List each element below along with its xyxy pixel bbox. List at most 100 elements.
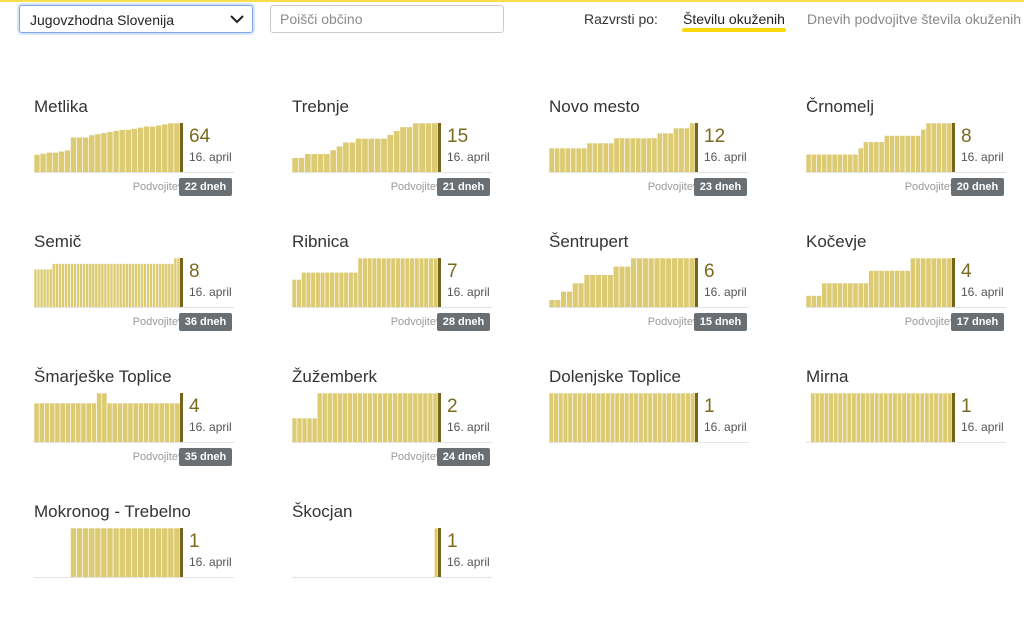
daily-cases-bar [562, 392, 569, 443]
case-count: 1 [447, 531, 458, 552]
daily-cases-bar [399, 126, 407, 173]
daily-cases-bar [127, 263, 132, 308]
municipality-name: Mokronog - Trebelno [34, 502, 191, 521]
municipality-card[interactable]: Mirna 1 16. april [806, 367, 1021, 487]
daily-cases-bar [896, 392, 903, 443]
daily-cases-bar [806, 153, 812, 173]
municipality-card[interactable]: Škocjan 1 16. april [292, 502, 507, 622]
daily-cases-bar [602, 142, 609, 173]
daily-cases-bar [642, 392, 649, 443]
daily-cases-bar [321, 392, 328, 443]
daily-cases-bar [581, 147, 588, 173]
municipality-card[interactable]: Dolenjske Toplice 1 16. april [549, 367, 764, 487]
daily-cases-bar [118, 527, 126, 578]
doubling-label: Podvojitev v [390, 451, 450, 463]
daily-cases-bar [36, 268, 41, 308]
municipality-card[interactable]: Ribnica 7 16. april Podvojitev v 28 dneh [292, 232, 507, 352]
daily-cases-bar [387, 392, 393, 443]
daily-cases-bar [405, 126, 413, 173]
daily-cases-bar [560, 291, 567, 308]
latest-day-marker [180, 528, 183, 578]
daily-cases-bar [575, 147, 582, 173]
daily-cases-bar [342, 392, 348, 443]
daily-cases-bar [82, 136, 90, 173]
daily-cases-bar [100, 132, 108, 173]
daily-cases-bar [59, 402, 66, 443]
daily-cases-bar [671, 257, 678, 308]
daily-cases-bar [928, 392, 935, 443]
chart-baseline [34, 172, 234, 173]
daily-cases-bar [169, 402, 176, 443]
daily-cases-bar [597, 142, 604, 173]
daily-cases-bar [629, 137, 636, 173]
region-select[interactable]: Jugovzhodna Slovenija [19, 5, 253, 33]
daily-cases-bar [633, 392, 639, 443]
daily-cases-bar [337, 392, 343, 443]
municipality-card[interactable]: Mokronog - Trebelno 1 16. april [34, 502, 249, 622]
daily-cases-bar [316, 392, 323, 443]
sort-label: Razvrsti po: [584, 11, 658, 27]
case-date: 16. april [189, 420, 232, 434]
daily-cases-bar [899, 270, 906, 308]
daily-cases-bar [39, 268, 44, 308]
daily-cases-bar [367, 138, 375, 173]
daily-cases-bar [137, 263, 141, 308]
daily-cases-bar [34, 402, 40, 443]
daily-cases-bar [607, 274, 614, 308]
municipality-card[interactable]: Novo mesto 12 16. april Podvojitev v 23 dneh [549, 97, 764, 217]
daily-cases-bar [106, 402, 113, 443]
daily-cases-bar [348, 141, 356, 173]
daily-cases-bar [134, 263, 138, 308]
municipality-card[interactable]: Črnomelj 8 16. april Podvojitev v 20 dneh [806, 97, 1021, 217]
daily-cases-bar [54, 402, 61, 443]
municipality-card[interactable]: Trebnje 15 16. april Podvojitev v 21 dneh [292, 97, 507, 217]
doubling-badge: 36 dneh [179, 313, 232, 331]
daily-cases-bar [614, 392, 620, 443]
daily-cases-bar [167, 527, 175, 578]
daily-cases-bar [310, 271, 316, 308]
sort-by-doubling-tab[interactable]: Dnevih podvojitve števila okuženih [807, 11, 1022, 27]
daily-cases-bar [91, 263, 96, 308]
daily-cases-bar [409, 257, 415, 308]
case-date: 16. april [189, 150, 232, 164]
daily-cases-bar [323, 153, 331, 173]
daily-cases-bar [947, 392, 953, 443]
daily-cases-bar [96, 392, 103, 443]
daily-cases-bar [823, 392, 830, 443]
municipality-name: Kočevje [806, 232, 867, 251]
daily-cases-bar [88, 527, 96, 578]
municipality-card[interactable]: Semič 8 16. april Podvojitev v 36 dneh [34, 232, 249, 352]
case-count: 1 [704, 396, 715, 417]
daily-cases-bar [576, 392, 583, 443]
daily-cases-bar [324, 271, 330, 308]
daily-cases-bar [311, 417, 318, 443]
daily-cases-bar [628, 392, 635, 443]
daily-cases-bar [915, 257, 922, 308]
search-input[interactable] [270, 5, 504, 33]
chart-baseline [806, 307, 1006, 308]
municipality-name: Ribnica [292, 232, 349, 251]
daily-cases-bar [298, 157, 305, 173]
latest-day-marker [438, 258, 441, 308]
municipality-name: Žužemberk [292, 367, 378, 386]
daily-cases-bar [355, 138, 363, 173]
doubling-label: Podvojitev v [132, 181, 192, 193]
daily-cases-bar [173, 527, 181, 578]
daily-cases-bar [873, 141, 880, 173]
daily-cases-bar [397, 392, 404, 443]
daily-cases-bar [109, 263, 114, 308]
daily-cases-bar [127, 402, 134, 443]
municipality-card[interactable]: Žužemberk 2 16. april Podvojitev v 24 dneh [292, 367, 507, 487]
municipality-card[interactable]: Kočevje 4 16. april Podvojitev v 17 dneh [806, 232, 1021, 352]
chart-baseline [292, 577, 492, 578]
municipality-card[interactable]: Šentrupert 6 16. april Podvojitev v 15 dneh [549, 232, 764, 352]
daily-cases-bar [638, 392, 644, 443]
daily-cases-bar [170, 263, 175, 308]
daily-cases-bar [371, 257, 378, 308]
sort-by-cases-tab[interactable]: Številu okuženih [682, 11, 786, 32]
chart-baseline [549, 442, 749, 443]
daily-cases-bar [836, 282, 843, 308]
daily-cases-bar [613, 137, 620, 173]
municipality-card[interactable]: Metlika 64 16. april Podvojitev v 22 dneh [34, 97, 249, 217]
